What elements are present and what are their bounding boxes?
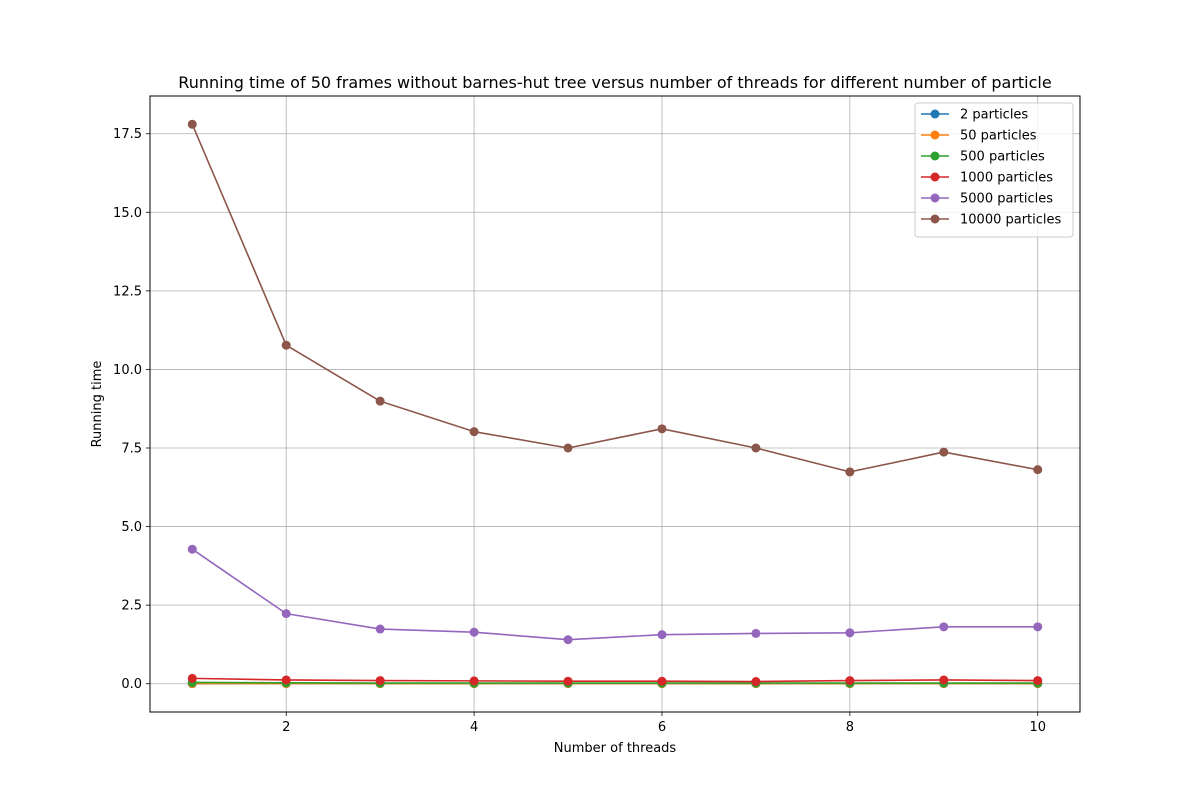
x-tick-label: 6 [658, 720, 666, 735]
legend-marker [931, 173, 940, 182]
legend-marker [931, 110, 940, 119]
data-point [564, 444, 573, 453]
data-point [845, 628, 854, 637]
legend-label: 1000 particles [960, 171, 1053, 186]
data-point [282, 341, 291, 350]
data-point [282, 675, 291, 684]
data-point [845, 676, 854, 685]
data-point [470, 427, 479, 436]
data-point [939, 675, 948, 684]
data-point [1033, 465, 1042, 474]
data-point [1033, 676, 1042, 685]
data-point [751, 629, 760, 638]
data-point [1033, 622, 1042, 631]
y-tick-label: 12.5 [113, 284, 142, 299]
y-tick-label: 10.0 [113, 363, 142, 378]
data-point [282, 609, 291, 618]
data-point [470, 628, 479, 637]
y-tick-label: 15.0 [113, 206, 142, 221]
legend-label: 10000 particles [960, 213, 1062, 228]
data-point [657, 424, 666, 433]
data-point [657, 677, 666, 686]
x-tick-label: 4 [470, 720, 478, 735]
legend: 2 particles 50 particles 500 particles 1000… [915, 103, 1073, 237]
legend-marker [931, 215, 940, 224]
x-tick-label: 10 [1029, 720, 1046, 735]
chart-title: Running time of 50 frames without barnes… [178, 73, 1051, 92]
legend-label: 500 particles [960, 150, 1045, 165]
data-point [376, 625, 385, 634]
legend-marker [931, 194, 940, 203]
y-tick-label: 5.0 [121, 520, 142, 535]
series-line [192, 682, 1037, 683]
legend-marker [931, 152, 940, 161]
data-point [376, 676, 385, 685]
x-axis-label: Number of threads [554, 741, 677, 756]
data-point [376, 397, 385, 406]
y-tick-label: 17.5 [113, 127, 142, 142]
data-point [751, 444, 760, 453]
y-axis-label: Running time [90, 361, 105, 448]
data-point [939, 448, 948, 457]
data-point [657, 630, 666, 639]
x-tick-label: 8 [846, 720, 854, 735]
data-point [845, 467, 854, 476]
data-point [939, 622, 948, 631]
data-point [751, 677, 760, 686]
data-point [188, 674, 197, 683]
legend-label: 2 particles [960, 108, 1028, 123]
y-tick-label: 2.5 [121, 599, 142, 614]
data-point [470, 676, 479, 685]
legend-label: 5000 particles [960, 192, 1053, 207]
data-point [564, 677, 573, 686]
data-point [188, 545, 197, 554]
y-tick-label: 7.5 [121, 442, 142, 457]
legend-marker [931, 131, 940, 140]
data-point [188, 120, 197, 129]
y-tick-label: 0.0 [121, 677, 142, 692]
x-tick-label: 2 [282, 720, 290, 735]
legend-label: 50 particles [960, 129, 1037, 144]
data-point [564, 635, 573, 644]
